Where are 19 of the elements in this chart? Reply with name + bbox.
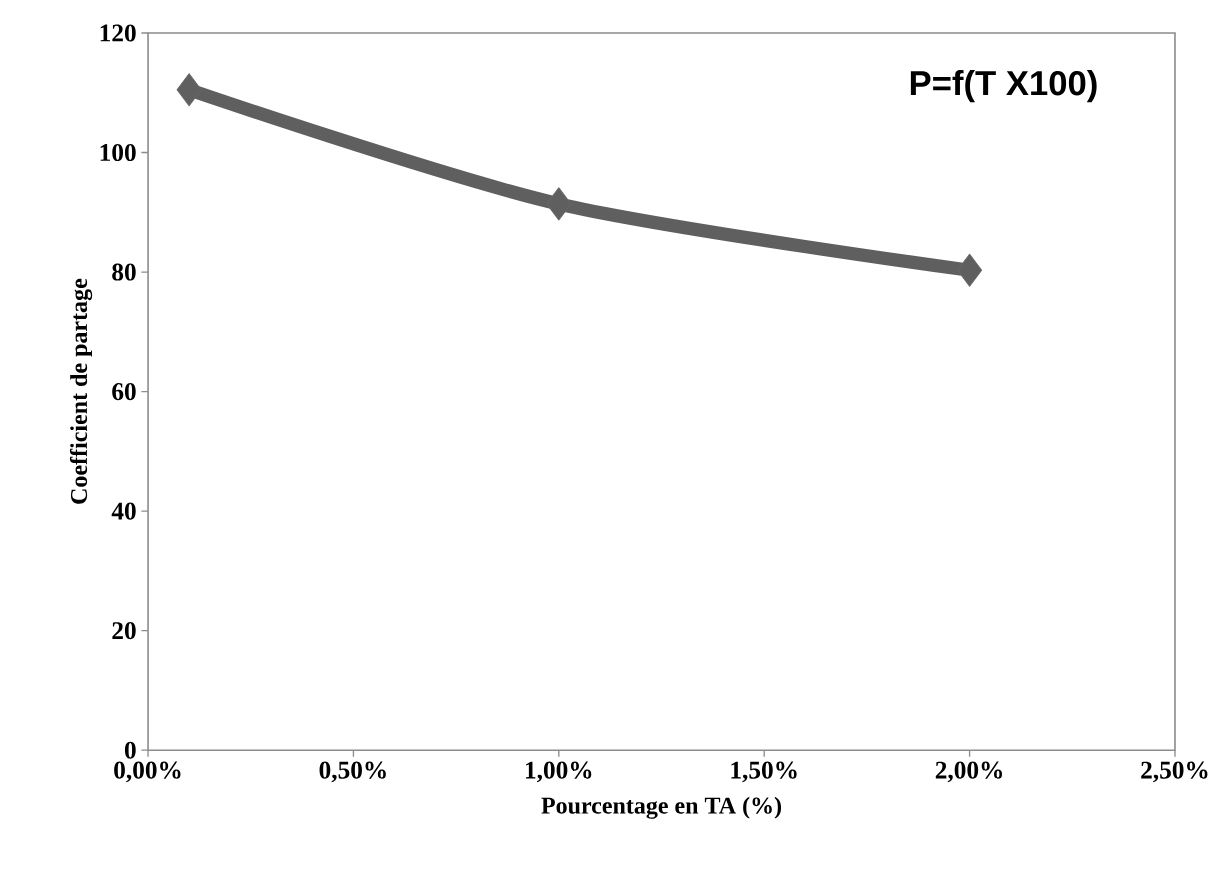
y-tick-label: 80 <box>112 263 136 281</box>
y-tick-label: 100 <box>100 143 136 161</box>
point <box>957 253 983 287</box>
y-tick-label: 20 <box>112 622 136 640</box>
x-tick-label: 1,00% <box>526 761 592 783</box>
x-axis-title: Pourcentage en TA (%) <box>541 796 782 819</box>
y-tick-label: 120 <box>100 24 136 42</box>
point <box>546 187 572 221</box>
x-tick-label: 0,00% <box>114 761 181 783</box>
x-tick-label: 0,50% <box>319 761 386 783</box>
y-tick-label: 40 <box>111 502 136 520</box>
y-axis-title: Coefficient de partage <box>69 278 93 504</box>
point <box>176 73 202 107</box>
x-tick-label: 2,50% <box>1141 761 1208 783</box>
y-tick-label: 60 <box>112 382 136 401</box>
x-tick-label: 2,00% <box>935 761 1003 783</box>
x-tick-label: 1,50% <box>731 761 797 783</box>
annotation: P=f(T X100) <box>910 69 1097 103</box>
y-tick-label: 0 <box>124 741 136 759</box>
